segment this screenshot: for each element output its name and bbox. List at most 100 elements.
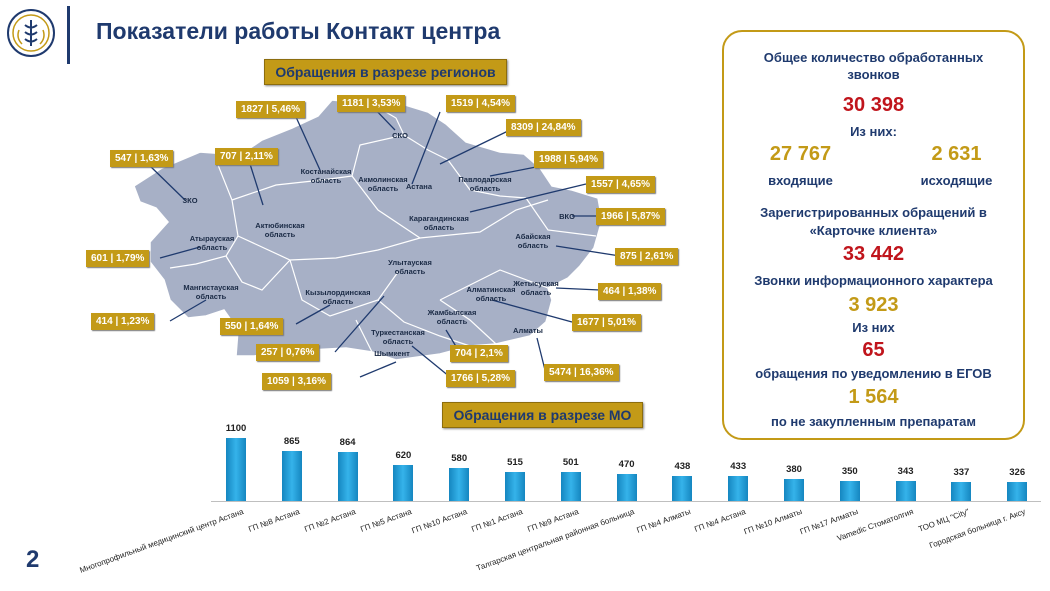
emblem-logo [7,9,55,57]
bar [281,451,302,501]
bar [337,451,358,501]
region-value-tag: 704 | 2,1% [450,345,508,362]
region-value-tag: 5474 | 16,36% [544,364,619,381]
region-value-tag: 1557 | 4,65% [586,176,655,193]
region-value-tag: 1827 | 5,46% [236,101,305,118]
bar [616,474,637,501]
bar [226,438,246,501]
region-value-tag: 1677 | 5,01% [572,314,641,331]
outgoing-label: исходящие [920,173,993,188]
of-them-label: Из них: [850,124,897,139]
bar-value-label: 865 [283,436,300,448]
egov-label: обращения по уведомлению в ЕГОВ [755,366,992,381]
registered-label: Зарегистрированных обращений в «Карточке… [760,205,987,238]
region-label: Костанайская область [300,167,352,185]
region-value-tag: 1966 | 5,87% [596,208,665,225]
bar-value-label: 337 [953,466,970,478]
region-label: Туркестанская область [371,328,425,346]
bar-value-label: 343 [897,466,914,478]
region-label: Актюбинская область [255,221,305,239]
bar [672,475,693,501]
outgoing-value: 2 631 [931,143,982,165]
category-label: ГП №1 Астана [470,507,525,534]
region-label: Жетысуская область [513,279,559,297]
region-label: Астана [405,182,433,191]
bar [560,472,581,501]
bar-value-label: 380 [786,464,802,476]
bar [449,467,470,501]
bar-value-label: 433 [730,461,747,473]
kazakhstan-map [133,99,621,378]
region-label: Жамбылская область [427,308,477,326]
regions-ribbon: Обращения в разрезе регионов [264,59,507,85]
category-label: ГП №8 Астана [247,507,301,534]
drugs-label: по не закупленным препаратам [770,414,977,429]
drugs-value: 1 564 [848,386,899,408]
region-label: Алматинская область [466,285,516,303]
region-label: Кызылординская область [305,288,371,306]
header-divider [67,6,70,64]
region-label: ЗКО [182,196,198,205]
bar [839,480,860,501]
region-value-tag: 875 | 2,61% [615,248,679,265]
bar-value-label: 326 [1009,467,1026,479]
bar-value-label: 515 [507,456,523,468]
bar-value-label: 580 [451,452,468,464]
page-number: 2 [26,546,40,573]
info-calls-value: 3 923 [848,294,899,316]
region-value-tag: 8309 | 24,84% [506,119,581,136]
registered-value: 33 442 [842,243,905,265]
category-label: ГП №4 Алматы [635,507,692,535]
region-label: Алматы [513,326,543,335]
region-label: Атырауская область [189,234,235,252]
region-label: Улытауская область [388,258,432,276]
category-label: ГП №10 Алматы [742,507,804,537]
region-value-tag: 1766 | 5,28% [446,370,515,387]
egov-value: 65 [862,339,885,361]
region-value-tag: 464 | 1,38% [598,283,662,300]
bar-value-label: 438 [674,460,691,472]
mo-ribbon: Обращения в разрезе МО [442,402,643,428]
region-value-tag: 414 | 1,23% [91,313,155,330]
bar [1007,482,1028,501]
region-label: Шымкент [374,349,410,358]
region-value-tag: 1059 | 3,16% [262,373,331,390]
bar-value-label: 1100 [225,423,247,434]
region-label: СКО [392,131,408,140]
bar [784,479,804,501]
bar-value-label: 350 [841,465,858,477]
region-value-tag: 550 | 1,64% [220,318,284,335]
of-them-label-2: Из них [852,320,895,335]
info-calls-label: Звонки информационного характера [754,273,993,288]
region-value-tag: 547 | 1,63% [110,150,174,167]
category-label: ГП №10 Астана [410,507,469,536]
incoming-label: входящие [768,173,833,188]
category-label: ГП №2 Астана [303,507,357,534]
page-title: Показатели работы Контакт центра [96,18,501,44]
region-label: ВКО [559,212,575,221]
bar [895,481,916,501]
bar [505,471,525,501]
summary-panel: Общее количество обработанных звонков 30… [722,30,1025,440]
category-label: Городская больница г. Аксу [927,507,1027,551]
incoming-value: 27 767 [769,143,832,165]
region-value-tag: 601 | 1,79% [86,250,150,267]
total-calls-value: 30 398 [842,94,905,116]
region-label: Мангистауская область [183,283,239,301]
category-label: ГП №4 Астана [693,507,748,534]
region-value-tag: 1519 | 4,54% [446,95,515,112]
region-label: Павлодарская область [458,175,512,193]
total-calls-label: Общее количество обработанных звонков [763,50,984,82]
region-value-tag: 707 | 2,11% [215,148,278,165]
bar [393,465,414,501]
bar-value-label: 620 [395,450,412,462]
region-value-tag: 257 | 0,76% [256,344,320,361]
bar-value-label: 501 [562,457,579,469]
bar [951,481,972,501]
bar [728,476,749,501]
region-label: Карагандинская область [409,214,469,232]
bar-value-label: 864 [339,436,356,448]
category-label: ГП №5 Астана [358,507,413,534]
chart-baseline [211,501,1041,502]
region-label: Акмолинская область [358,175,408,193]
